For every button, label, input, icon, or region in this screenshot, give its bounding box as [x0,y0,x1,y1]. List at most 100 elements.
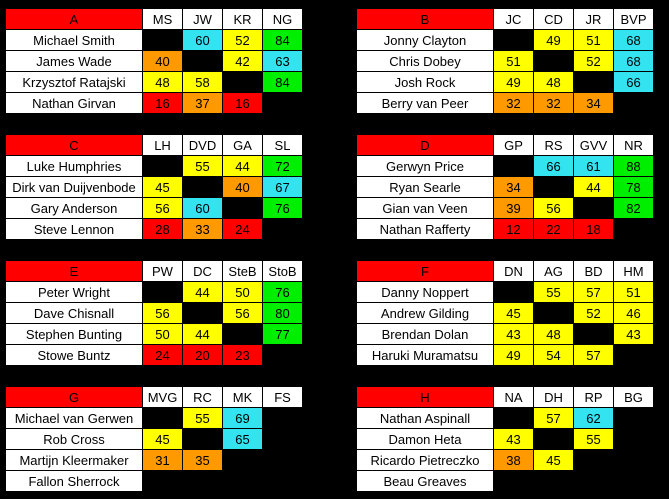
player-abbrev-header: DN [493,260,534,282]
score-cell: 48 [142,71,183,93]
score-cell: 44 [573,176,614,198]
score-cell [182,470,223,492]
score-cell: 68 [613,29,654,51]
player-name: Nathan Aspinall [356,407,494,429]
score-cell: 45 [533,449,574,471]
score-cell [222,323,263,345]
score-cell: 43 [493,323,534,345]
score-cell: 52 [573,50,614,72]
score-cell [613,470,654,492]
score-cell: 28 [142,218,183,240]
score-cell: 57 [533,407,574,429]
table-row: Nathan Girvan 16 37 16 [5,92,303,114]
table-row: Dave Chisnall 56 56 80 [5,302,303,324]
score-cell: 82 [613,197,654,219]
score-cell: 48 [533,323,574,345]
player-abbrev-header: LH [142,134,183,156]
group-f-table: F DN AG BD HM Danny Noppert 55 57 51 Andrew Gildi… [356,260,654,366]
group-label: A [5,8,143,30]
table-row: Steve Lennon 28 33 24 [5,218,303,240]
score-cell [613,428,654,450]
score-cell [613,449,654,471]
score-cell: 44 [182,281,223,303]
score-cell: 31 [142,449,183,471]
score-cell: 16 [222,92,263,114]
header-row: D GP RS GVV NR [356,134,654,156]
score-cell [222,470,263,492]
group-b-table: B JC CD JR BVP Jonny Clayton 49 51 68 Chris Dobey… [356,8,654,114]
player-name: Michael Smith [5,29,143,51]
score-cell [182,50,223,72]
score-cell: 48 [533,71,574,93]
player-name: Andrew Gilding [356,302,494,324]
player-abbrev-header: BD [573,260,614,282]
table-row: Fallon Sherrock [5,470,303,492]
score-cell: 43 [613,323,654,345]
score-cell: 72 [262,155,303,177]
player-name: Damon Heta [356,428,494,450]
player-name: Gerwyn Price [356,155,494,177]
player-abbrev-header: RS [533,134,574,156]
player-name: Berry van Peer [356,92,494,114]
table-row: Nathan Aspinall 57 62 [356,407,654,429]
score-cell: 43 [493,428,534,450]
score-cell: 60 [182,29,223,51]
score-cell: 55 [533,281,574,303]
score-cell: 57 [573,344,614,366]
header-row: B JC CD JR BVP [356,8,654,30]
score-cell: 55 [573,428,614,450]
score-cell [222,71,263,93]
score-cell [533,470,574,492]
score-cell [262,218,303,240]
player-abbrev-header: JW [182,8,223,30]
score-cell [573,323,614,345]
player-name: Ryan Searle [356,176,494,198]
score-cell [613,92,654,114]
player-name: Josh Rock [356,71,494,93]
score-cell: 16 [142,92,183,114]
player-name: Krzysztof Ratajski [5,71,143,93]
score-cell [533,302,574,324]
player-name: Dirk van Duijvenbode [5,176,143,198]
score-cell: 67 [262,176,303,198]
score-cell: 50 [142,323,183,345]
score-cell: 40 [222,176,263,198]
score-cell: 20 [182,344,223,366]
player-name: Martijn Kleermaker [5,449,143,471]
player-abbrev-header: NR [613,134,654,156]
player-name: Rob Cross [5,428,143,450]
header-row: H NA DH RP BG [356,386,654,408]
score-cell [533,176,574,198]
table-row: Peter Wright 44 50 76 [5,281,303,303]
score-cell [262,428,303,450]
score-cell: 84 [262,29,303,51]
score-cell: 63 [262,50,303,72]
player-abbrev-header: SteB [222,260,263,282]
table-row: Stephen Bunting 50 44 77 [5,323,303,345]
header-row: F DN AG BD HM [356,260,654,282]
score-cell: 45 [493,302,534,324]
player-name: Nathan Rafferty [356,218,494,240]
player-abbrev-header: NA [493,386,534,408]
table-row: Gian van Veen 39 56 82 [356,197,654,219]
score-cell: 57 [573,281,614,303]
score-cell [573,71,614,93]
player-name: Danny Noppert [356,281,494,303]
score-cell: 80 [262,302,303,324]
player-abbrev-header: BG [613,386,654,408]
score-cell: 60 [182,197,223,219]
score-cell: 12 [493,218,534,240]
score-cell: 37 [182,92,223,114]
player-name: Beau Greaves [356,470,494,492]
score-cell: 52 [222,29,263,51]
score-cell: 34 [493,176,534,198]
table-row: Krzysztof Ratajski 48 58 84 [5,71,303,93]
table-row: Ryan Searle 34 44 78 [356,176,654,198]
score-cell [222,197,263,219]
score-cell: 22 [533,218,574,240]
score-cell [262,407,303,429]
score-cell: 76 [262,281,303,303]
player-abbrev-header: StoB [262,260,303,282]
player-abbrev-header: AG [533,260,574,282]
player-name: Gian van Veen [356,197,494,219]
